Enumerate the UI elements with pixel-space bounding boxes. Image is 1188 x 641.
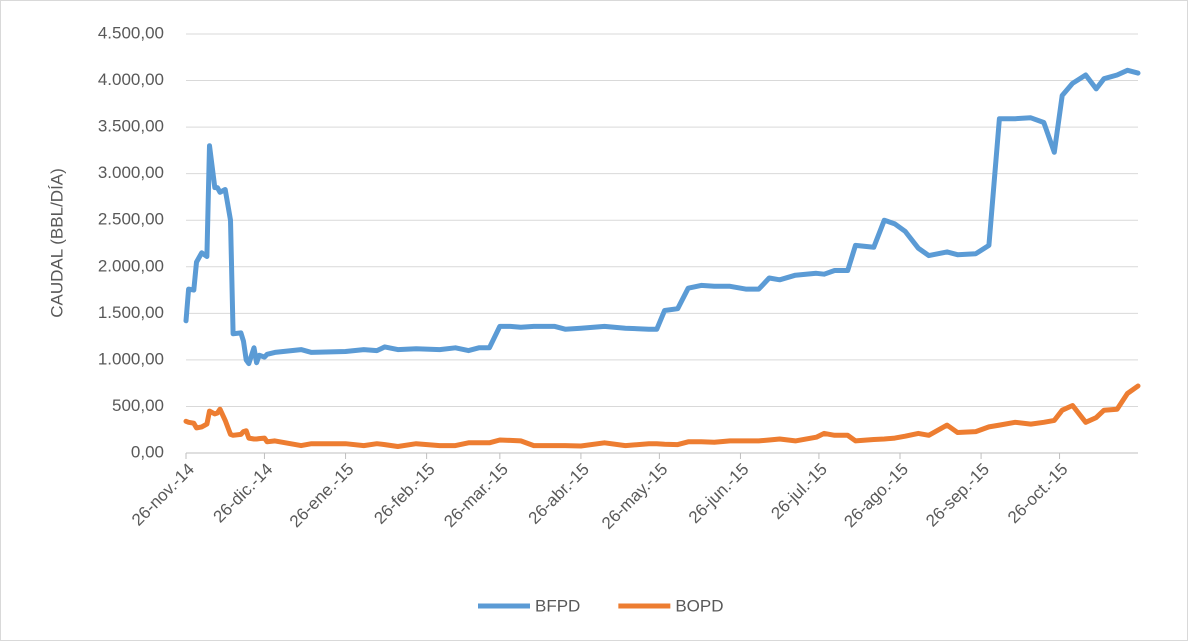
line-series: [183, 383, 1141, 449]
line-series: [183, 67, 1141, 367]
y-tick-label: 4.000,00: [98, 70, 164, 89]
y-tick-label: 500,00: [112, 396, 164, 415]
legend-label: BOPD: [675, 596, 723, 615]
legend-label: BFPD: [535, 596, 580, 615]
y-tick-label: 0,00: [131, 442, 164, 461]
y-tick-label: 3.500,00: [98, 117, 164, 136]
y-tick-label: 1.000,00: [98, 349, 164, 368]
y-tick-label: 3.000,00: [98, 163, 164, 182]
y-tick-label: 2.500,00: [98, 210, 164, 229]
y-tick-label: 4.500,00: [98, 23, 164, 42]
y-tick-label: 2.000,00: [98, 256, 164, 275]
y-axis-label: CAUDAL (BBL/DÍA): [47, 168, 66, 318]
y-tick-label: 1.500,00: [98, 303, 164, 322]
